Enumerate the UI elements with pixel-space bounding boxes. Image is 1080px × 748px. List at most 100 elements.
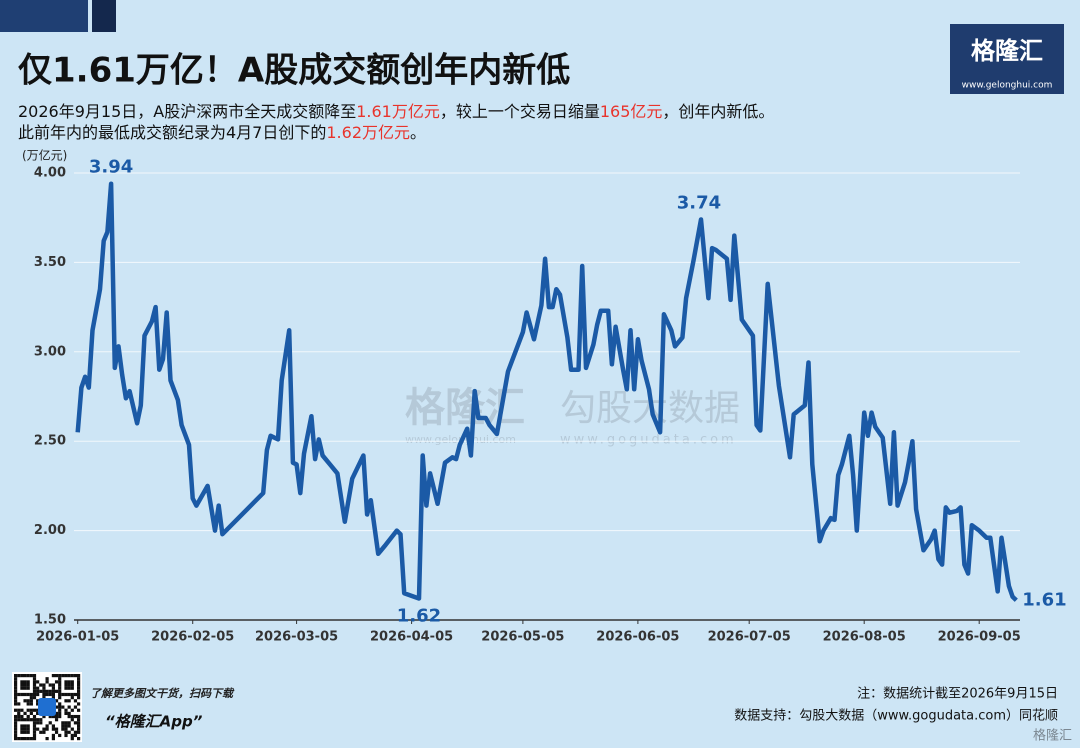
- qr-module: [67, 711, 71, 715]
- qr-module: [39, 718, 43, 722]
- qr-module: [42, 686, 46, 690]
- subtitle-part: 2026年9月15日，A股沪深两市全天成交额降至: [18, 102, 356, 121]
- qr-module: [26, 692, 30, 697]
- qr-module: [29, 708, 33, 712]
- qr-module: [26, 714, 30, 719]
- qr-module: [54, 689, 59, 693]
- qr-module: [14, 674, 18, 678]
- qr-module: [32, 733, 37, 738]
- qr-module: [58, 686, 62, 690]
- qr-module: [64, 674, 68, 678]
- qr-module: [14, 686, 18, 690]
- qr-module: [67, 699, 71, 703]
- qr-module: [26, 702, 30, 706]
- qr-module: [70, 727, 74, 731]
- qr-module: [77, 714, 81, 719]
- qr-module: [70, 718, 74, 722]
- y-tick-label: 1.50: [34, 613, 66, 628]
- qr-module: [54, 705, 59, 709]
- qr-module: [23, 674, 27, 678]
- footer-source: 数据支持：勾股大数据（www.gogudata.com）同花顺: [734, 708, 1058, 724]
- qr-module: [32, 680, 37, 684]
- qr-module: [45, 680, 49, 684]
- y-tick-label: 2.00: [34, 523, 66, 538]
- qr-module: [67, 730, 71, 734]
- qr-module: [54, 714, 59, 719]
- qr-module: [32, 683, 37, 687]
- qr-module: [58, 696, 62, 700]
- qr-module: [77, 708, 81, 712]
- qr-module: [77, 721, 81, 725]
- qr-module: [67, 683, 71, 687]
- qr-module: [73, 733, 78, 738]
- qr-module: [14, 699, 18, 703]
- qr-module: [14, 677, 18, 681]
- watermark: 格隆汇 www.gelonghui.com 勾股大数据 www.gogudata…: [405, 385, 740, 448]
- footer-promo: 了解更多图文干货，扫码下载: [90, 687, 235, 700]
- qr-module: [58, 674, 62, 678]
- qr-module: [73, 730, 78, 734]
- qr-module: [32, 686, 37, 690]
- qr-module: [26, 699, 30, 703]
- qr-module: [23, 686, 27, 690]
- qr-module: [70, 692, 74, 697]
- qr-module: [58, 692, 62, 697]
- x-tick-label: 2026-01-05: [36, 630, 119, 645]
- qr-module: [36, 686, 40, 690]
- qr-module: [20, 708, 24, 712]
- qr-module: [20, 727, 24, 731]
- qr-module: [17, 702, 21, 706]
- qr-module: [70, 714, 74, 719]
- qr-module: [67, 674, 71, 678]
- qr-module: [67, 686, 71, 690]
- chart-title: 仅1.61万亿！A股成交额创年内新低: [18, 51, 570, 91]
- qr-module: [36, 702, 40, 706]
- qr-module: [54, 718, 59, 722]
- qr-module: [36, 689, 40, 693]
- qr-module: [32, 674, 37, 678]
- qr-module: [14, 727, 18, 731]
- qr-module: [17, 714, 21, 719]
- subtitle-part: 1.61万亿元: [356, 102, 440, 121]
- qr-module: [54, 680, 59, 684]
- qr-module: [73, 674, 78, 678]
- subtitle: 此前年内的最低成交额纪录为4月7日创下的1.62万亿元。: [18, 123, 426, 142]
- qr-module: [77, 692, 81, 697]
- subtitle-part: 此前年内的最低成交额纪录为4月7日创下的: [18, 123, 326, 142]
- qr-module: [51, 727, 55, 731]
- qr-module: [51, 674, 55, 678]
- qr-module: [32, 737, 37, 741]
- qr-module: [54, 730, 59, 734]
- qr-module: [32, 689, 37, 693]
- qr-module: [20, 714, 24, 719]
- qr-module: [64, 683, 68, 687]
- qr-module: [64, 727, 68, 731]
- qr-module: [17, 711, 21, 715]
- qr-module: [32, 714, 37, 719]
- qr-module: [70, 708, 74, 712]
- qr-module: [17, 674, 21, 678]
- qr-module: [23, 737, 27, 741]
- qr-module: [58, 680, 62, 684]
- qr-module: [70, 733, 74, 738]
- data-label: 3.94: [89, 157, 133, 178]
- qr-module: [70, 737, 74, 741]
- qr-module: [14, 714, 18, 719]
- qr-module: [26, 737, 30, 741]
- qr-module: [64, 711, 68, 715]
- qr-module: [58, 705, 62, 709]
- qr-module: [45, 689, 49, 693]
- qr-module: [51, 724, 55, 728]
- qr-module: [36, 680, 40, 684]
- y-tick-label: 3.50: [34, 255, 66, 270]
- qr-module: [23, 683, 27, 687]
- qr-module: [32, 727, 37, 731]
- qr-module: [58, 711, 62, 715]
- data-line: [75, 181, 1018, 602]
- qr-module: [14, 718, 18, 722]
- qr-module: [51, 689, 55, 693]
- qr-module: [42, 730, 46, 734]
- y-axis-label: (万亿元): [22, 148, 67, 163]
- qr-module: [26, 730, 30, 734]
